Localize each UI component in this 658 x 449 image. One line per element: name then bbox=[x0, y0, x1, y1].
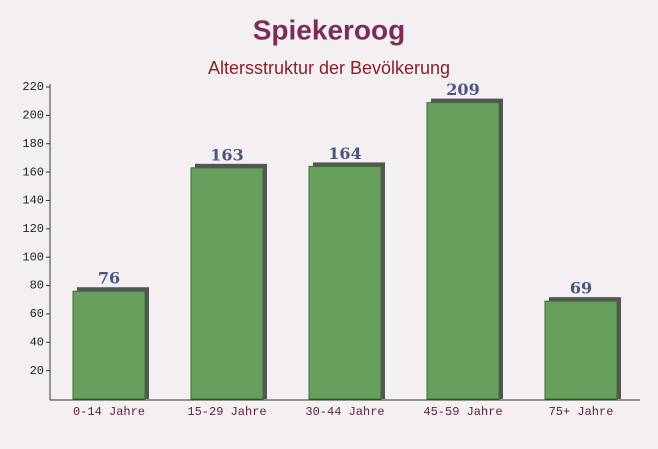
value-label: 76 bbox=[98, 269, 120, 288]
y-tick-label: 220 bbox=[22, 80, 44, 94]
y-tick-label: 180 bbox=[22, 137, 44, 151]
chart-title: Spiekeroog bbox=[253, 14, 405, 45]
y-tick-label: 40 bbox=[30, 335, 44, 349]
bar bbox=[72, 290, 146, 400]
value-label: 164 bbox=[328, 144, 361, 163]
x-tick-label: 15-29 Jahre bbox=[187, 405, 266, 419]
x-tick-label: 45-59 Jahre bbox=[423, 405, 502, 419]
bar bbox=[308, 165, 382, 400]
y-tick-label: 20 bbox=[30, 364, 44, 378]
y-tick-label: 60 bbox=[30, 307, 44, 321]
value-label: 209 bbox=[446, 80, 479, 99]
value-label: 163 bbox=[210, 145, 243, 164]
value-label: 69 bbox=[570, 279, 592, 298]
x-tick-label: 30-44 Jahre bbox=[305, 405, 384, 419]
y-tick-label: 160 bbox=[22, 165, 44, 179]
chart-subtitle: Altersstruktur der Bevölkerung bbox=[208, 58, 450, 78]
x-tick-label: 0-14 Jahre bbox=[73, 405, 145, 419]
y-tick-label: 140 bbox=[22, 194, 44, 208]
y-tick-label: 120 bbox=[22, 222, 44, 236]
bar bbox=[426, 102, 500, 400]
bar bbox=[544, 300, 618, 400]
y-tick-label: 200 bbox=[22, 109, 44, 123]
bar bbox=[190, 167, 264, 400]
x-tick-label: 75+ Jahre bbox=[549, 405, 614, 419]
y-tick-label: 80 bbox=[30, 279, 44, 293]
y-tick-label: 100 bbox=[22, 250, 44, 264]
